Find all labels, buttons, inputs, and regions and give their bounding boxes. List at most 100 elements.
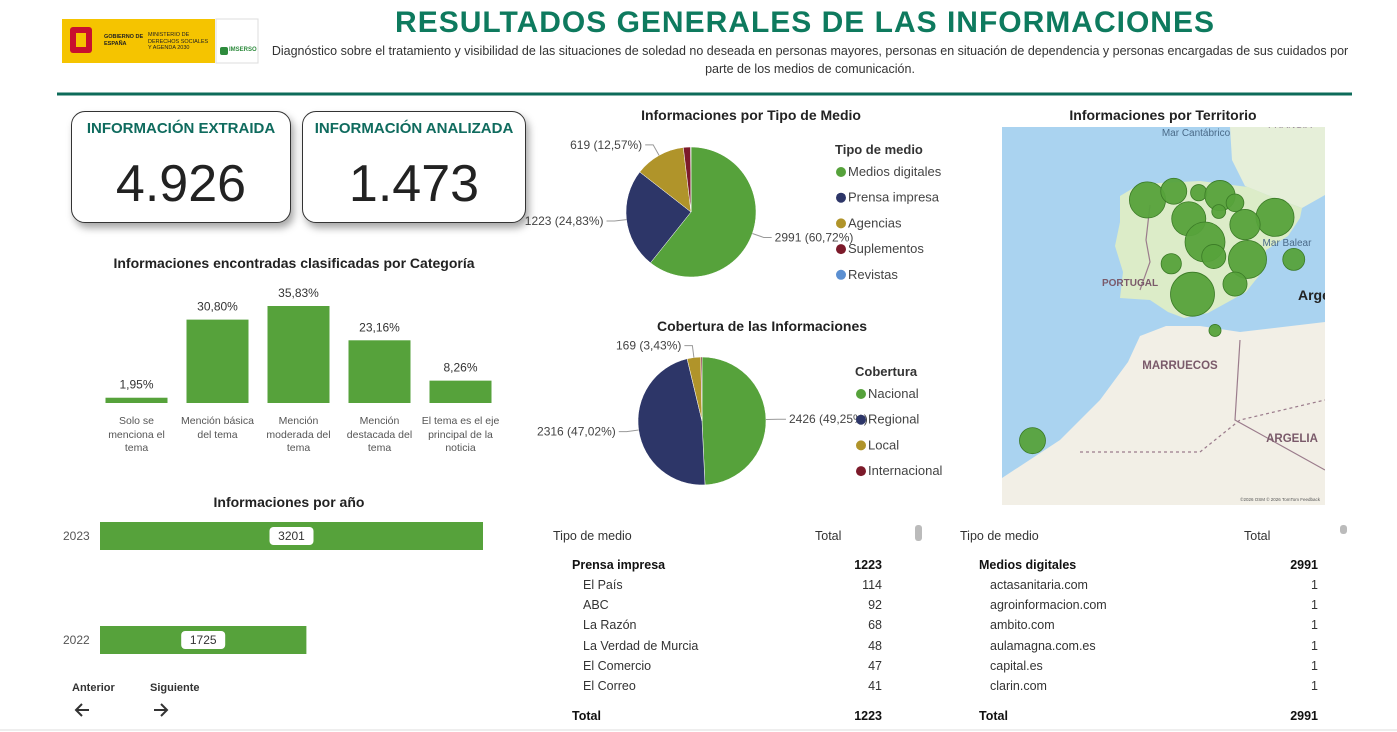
value-label: 1725 bbox=[190, 633, 217, 647]
category-label: Mención básica del tema bbox=[181, 415, 254, 441]
pie-slice bbox=[650, 146, 757, 278]
leader-line bbox=[618, 429, 639, 433]
row-label: agroinformacion.com bbox=[990, 598, 1107, 613]
row-label: El País bbox=[583, 578, 623, 592]
legend-swatch bbox=[836, 218, 846, 229]
legend-swatch bbox=[856, 414, 866, 425]
pie-slice bbox=[700, 356, 703, 422]
map-label: FRANCIA bbox=[1268, 120, 1312, 131]
row-label: La Verdad de Murcia bbox=[583, 638, 699, 653]
chart-title: Informaciones por Tipo de Medio bbox=[641, 107, 861, 123]
row-value: 48 bbox=[868, 638, 882, 653]
bubble bbox=[1201, 244, 1227, 269]
kpi-card: INFORMACIÓN ANALIZADA 1.473 bbox=[302, 111, 526, 223]
row-value: 1 bbox=[1311, 598, 1318, 613]
table: Tipo de medio Total Medios digitales 2991 ac… bbox=[955, 526, 1329, 730]
value-label: 30,80% bbox=[197, 300, 238, 314]
bubble bbox=[1208, 324, 1222, 337]
group-total: 1223 bbox=[854, 558, 882, 572]
scroll-thumb[interactable] bbox=[1340, 525, 1347, 534]
bar bbox=[348, 340, 411, 403]
legend-label: Local bbox=[868, 437, 899, 452]
chart-title: Informaciones encontradas clasificadas p… bbox=[113, 255, 475, 271]
bubble bbox=[1129, 181, 1166, 219]
logo-imserso-icon bbox=[220, 47, 228, 55]
legend-label: Suplementos bbox=[848, 241, 924, 256]
row-label: El Comercio bbox=[583, 658, 652, 673]
column-header: Tipo de medio bbox=[960, 529, 1039, 543]
leader-line bbox=[684, 345, 695, 358]
kpi-card: INFORMACIÓN EXTRAIDA 4.926 bbox=[71, 111, 291, 223]
legend-label: Agencias bbox=[848, 215, 902, 230]
map-attribution: ©2026 OSM © 2026 TomTom Feedback bbox=[1240, 496, 1321, 502]
value-label: 619 (12,57%) bbox=[570, 138, 642, 152]
border bbox=[1080, 399, 1325, 453]
map-label: PORTUGAL bbox=[1102, 278, 1158, 289]
bubble bbox=[1222, 271, 1248, 297]
row-value: 1 bbox=[1311, 658, 1318, 673]
border bbox=[1139, 204, 1151, 291]
legend-label: Medios digitales bbox=[848, 164, 942, 179]
next-button[interactable]: Siguiente bbox=[150, 682, 200, 694]
value-label-box bbox=[269, 527, 314, 545]
land-africa bbox=[1002, 322, 1325, 505]
total-label: Total bbox=[979, 709, 1008, 723]
total-label: Total bbox=[572, 709, 601, 723]
next-arrow[interactable] bbox=[154, 703, 169, 717]
chart-title: Informaciones por año bbox=[213, 494, 365, 510]
row-label: La Razón bbox=[583, 618, 637, 633]
value-label: 2426 (49,25%) bbox=[789, 412, 868, 426]
page-subtitle: Diagnóstico sobre el tratamiento y visib… bbox=[271, 44, 1349, 76]
logo-ministerio: MINISTERIO DE DERECHOS SOCIALES Y AGENDA… bbox=[148, 32, 209, 51]
map-label: Mar Cantábrico bbox=[1162, 128, 1231, 139]
prev-arrow[interactable] bbox=[74, 703, 89, 717]
pie-slice bbox=[637, 358, 706, 486]
row-label: El Correo bbox=[583, 679, 636, 693]
category-label: 2023 bbox=[63, 529, 90, 543]
kpi-label: INFORMACIÓN EXTRAIDA bbox=[86, 120, 276, 137]
column-header: Tipo de medio bbox=[553, 529, 632, 543]
logo-gobierno: GOBIERNO DE ESPAÑA bbox=[104, 34, 144, 47]
legend-swatch bbox=[836, 269, 846, 280]
value-label: 2316 (47,02%) bbox=[537, 425, 616, 439]
legend-swatch bbox=[856, 440, 866, 451]
value-label: 3201 bbox=[278, 529, 305, 543]
bubble bbox=[1019, 427, 1046, 455]
group-label: Medios digitales bbox=[979, 558, 1077, 572]
bubble bbox=[1190, 184, 1208, 202]
bubble bbox=[1228, 239, 1267, 279]
scroll-thumb[interactable] bbox=[915, 525, 922, 541]
row-value: 114 bbox=[862, 578, 882, 592]
pie-slice bbox=[701, 356, 767, 486]
bubble bbox=[1211, 204, 1227, 219]
bar bbox=[186, 319, 249, 403]
legend-label: Internacional bbox=[868, 463, 943, 478]
bubble bbox=[1225, 193, 1245, 213]
leader-line bbox=[645, 144, 660, 156]
bubble bbox=[1160, 253, 1182, 275]
legend-title: Tipo de medio bbox=[835, 142, 923, 157]
row-value: 41 bbox=[868, 679, 882, 693]
bubble bbox=[1282, 247, 1306, 271]
value-label: 1,95% bbox=[119, 378, 153, 392]
bar bbox=[105, 397, 168, 403]
row-value: 92 bbox=[868, 598, 882, 613]
value-label-box bbox=[181, 631, 226, 649]
logo-imserso: IMSERSO bbox=[229, 47, 257, 53]
column-header: Total bbox=[1244, 529, 1271, 543]
bubble bbox=[1255, 197, 1295, 237]
map-label: ARGELIA bbox=[1266, 433, 1318, 445]
kpi-value: 1.473 bbox=[348, 155, 480, 213]
legend-swatch bbox=[836, 167, 846, 177]
row-value: 68 bbox=[868, 618, 882, 633]
value-label: 8,26% bbox=[443, 361, 477, 375]
prev-button[interactable]: Anterior bbox=[72, 682, 115, 694]
legend-label: Nacional bbox=[868, 386, 919, 401]
map-label: Mar Balear bbox=[1263, 238, 1313, 249]
chart-title: Cobertura de las Informaciones bbox=[656, 318, 868, 334]
land-france bbox=[1230, 127, 1325, 208]
page-title: RESULTADOS GENERALES DE LAS INFORMACIONE… bbox=[395, 6, 1215, 39]
logo-shield-inner bbox=[76, 33, 86, 47]
category-label: Mención destacada del tema bbox=[346, 415, 413, 454]
leader-line bbox=[752, 233, 772, 238]
